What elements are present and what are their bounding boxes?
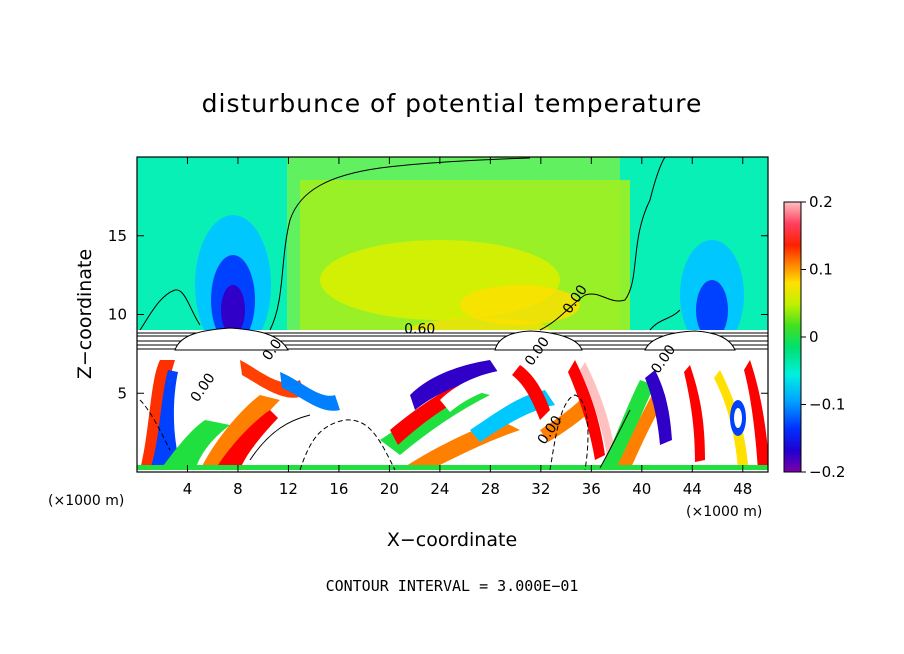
x-tick-label: 36 [582, 480, 601, 498]
x-tick-label: 28 [481, 480, 500, 498]
x-tick-label: 32 [531, 480, 550, 498]
x-unit-label-left: (×1000 m) [48, 493, 124, 509]
colorbar-tick-label: −0.2 [809, 463, 845, 481]
contour-interval-note: CONTOUR INTERVAL = 3.000E−01 [326, 577, 579, 595]
y-axis-label: Z−coordinate [74, 249, 96, 379]
x-tick-label: 48 [733, 480, 752, 498]
plot-area [137, 157, 768, 472]
x-tick-label: 20 [380, 480, 399, 498]
colorbar-tick-label: 0.1 [809, 261, 833, 279]
colorbar: 0.2 0.1 0 −0.1 −0.2 [783, 193, 845, 481]
contour-label: 0.60 [404, 321, 435, 337]
z-tick-label: 15 [108, 227, 127, 245]
z-tick-label: 5 [117, 384, 127, 402]
x-tick-label: 24 [430, 480, 449, 498]
x-tick-label: 12 [279, 480, 298, 498]
colorbar-tick-label: 0.2 [809, 193, 833, 211]
x-axis-label: X−coordinate [387, 529, 517, 551]
x-tick-label: 44 [683, 480, 702, 498]
x-tick-label: 40 [632, 480, 651, 498]
x-unit-label-right: (×1000 m) [686, 504, 762, 520]
z-axis: 5 10 15 [108, 227, 768, 402]
chart-title: disturbunce of potential temperature [202, 89, 703, 118]
x-axis: 4 8 12 16 20 24 28 32 36 40 44 48 [183, 157, 752, 498]
x-tick-label: 4 [183, 480, 193, 498]
x-tick-label: 8 [233, 480, 243, 498]
colorbar-tick-label: 0 [809, 328, 819, 346]
z-tick-label: 10 [108, 306, 127, 324]
colorbar-ticks: 0.2 0.1 0 −0.1 −0.2 [801, 193, 845, 481]
x-tick-label: 16 [329, 480, 348, 498]
colorbar-tick-label: −0.1 [809, 396, 845, 414]
